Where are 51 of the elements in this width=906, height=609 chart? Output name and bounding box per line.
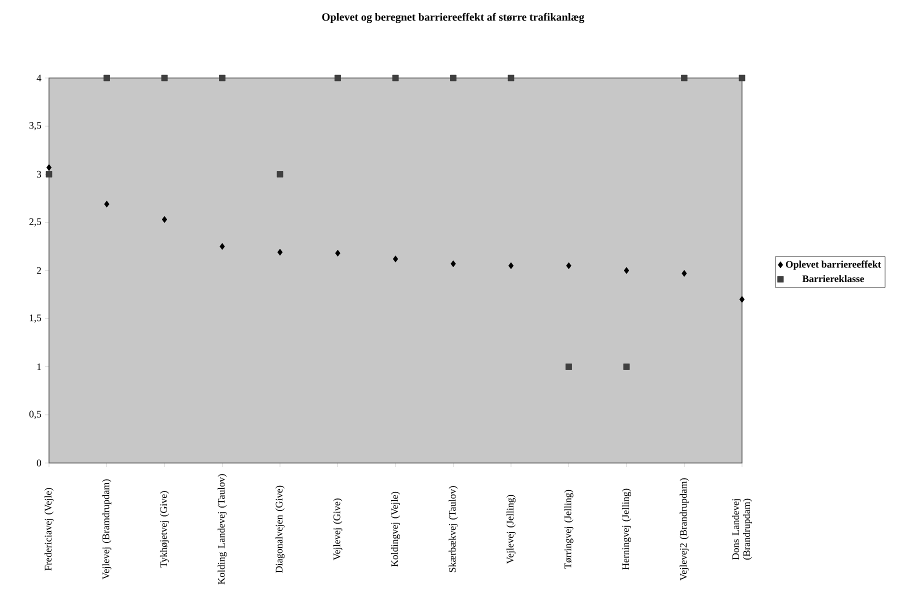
chart-title: Oplevet og beregnet barriereeffekt af større trafikanlæg: [322, 12, 584, 24]
x-tick-label: Vejlevej (Give): [333, 498, 342, 560]
y-tick-label: 1,5: [30, 314, 42, 323]
point: [219, 74, 226, 82]
point: [623, 364, 630, 370]
point: [508, 74, 514, 82]
point: [738, 74, 746, 82]
y-tick-label: 2,5: [29, 218, 42, 226]
point: [104, 74, 110, 82]
point: [162, 216, 168, 223]
point: [624, 267, 630, 274]
point: [392, 74, 399, 82]
point: [566, 364, 572, 370]
x-tick-label: Diagonalvejen (Give): [275, 486, 285, 573]
point: [161, 74, 168, 82]
y-tick-label: 0: [36, 460, 42, 466]
point: [335, 250, 340, 257]
legend-label: Oplevet barriereeffekt: [786, 260, 882, 270]
point: [104, 200, 110, 208]
x-tick-label: Koldingvej (Vejle): [390, 492, 400, 567]
x-tick-label: Tykhøjetvej (Give): [160, 491, 170, 568]
point: [682, 270, 687, 277]
point: [739, 296, 745, 303]
y-tick-label: 0,5: [29, 410, 42, 419]
point: [276, 171, 284, 178]
point: [392, 256, 398, 262]
x-tick-label: Vejlevej (Bramdrupdam): [102, 479, 112, 580]
x-tick-label: Skærbækvej (Taulov): [448, 486, 458, 572]
y-tick-label: 1: [37, 363, 41, 370]
x-tick-label: Fredericiavej (Vejle): [44, 488, 54, 571]
x-tick-label: Herningvej (Jelling): [622, 488, 632, 570]
point: [508, 262, 514, 270]
point: [220, 243, 225, 250]
point: [566, 262, 572, 270]
point: [46, 171, 52, 178]
y-tick-label: 3,5: [29, 122, 42, 130]
point: [334, 74, 341, 82]
x-tick-label: Tørringvej (Jelling): [564, 490, 574, 569]
x-tick-label: Kolding Landevej (Taulov): [218, 474, 227, 584]
point: [277, 248, 283, 256]
x-tick-label: Vejlevej (Jelling): [506, 494, 516, 564]
point: [450, 260, 456, 268]
y-tick-label: 4: [36, 74, 42, 82]
y-tick-label: 3: [36, 170, 42, 178]
point: [46, 164, 52, 171]
x-tick-label: Vejlevej2 (Brandrupdam): [680, 478, 689, 580]
y-tick-label: 2: [36, 267, 41, 274]
point: [681, 74, 688, 82]
point: [450, 74, 456, 82]
legend-label: Barriereklasse: [802, 275, 864, 282]
x-tick-label: Dons Landevej (Brandrupdam): [732, 498, 752, 560]
